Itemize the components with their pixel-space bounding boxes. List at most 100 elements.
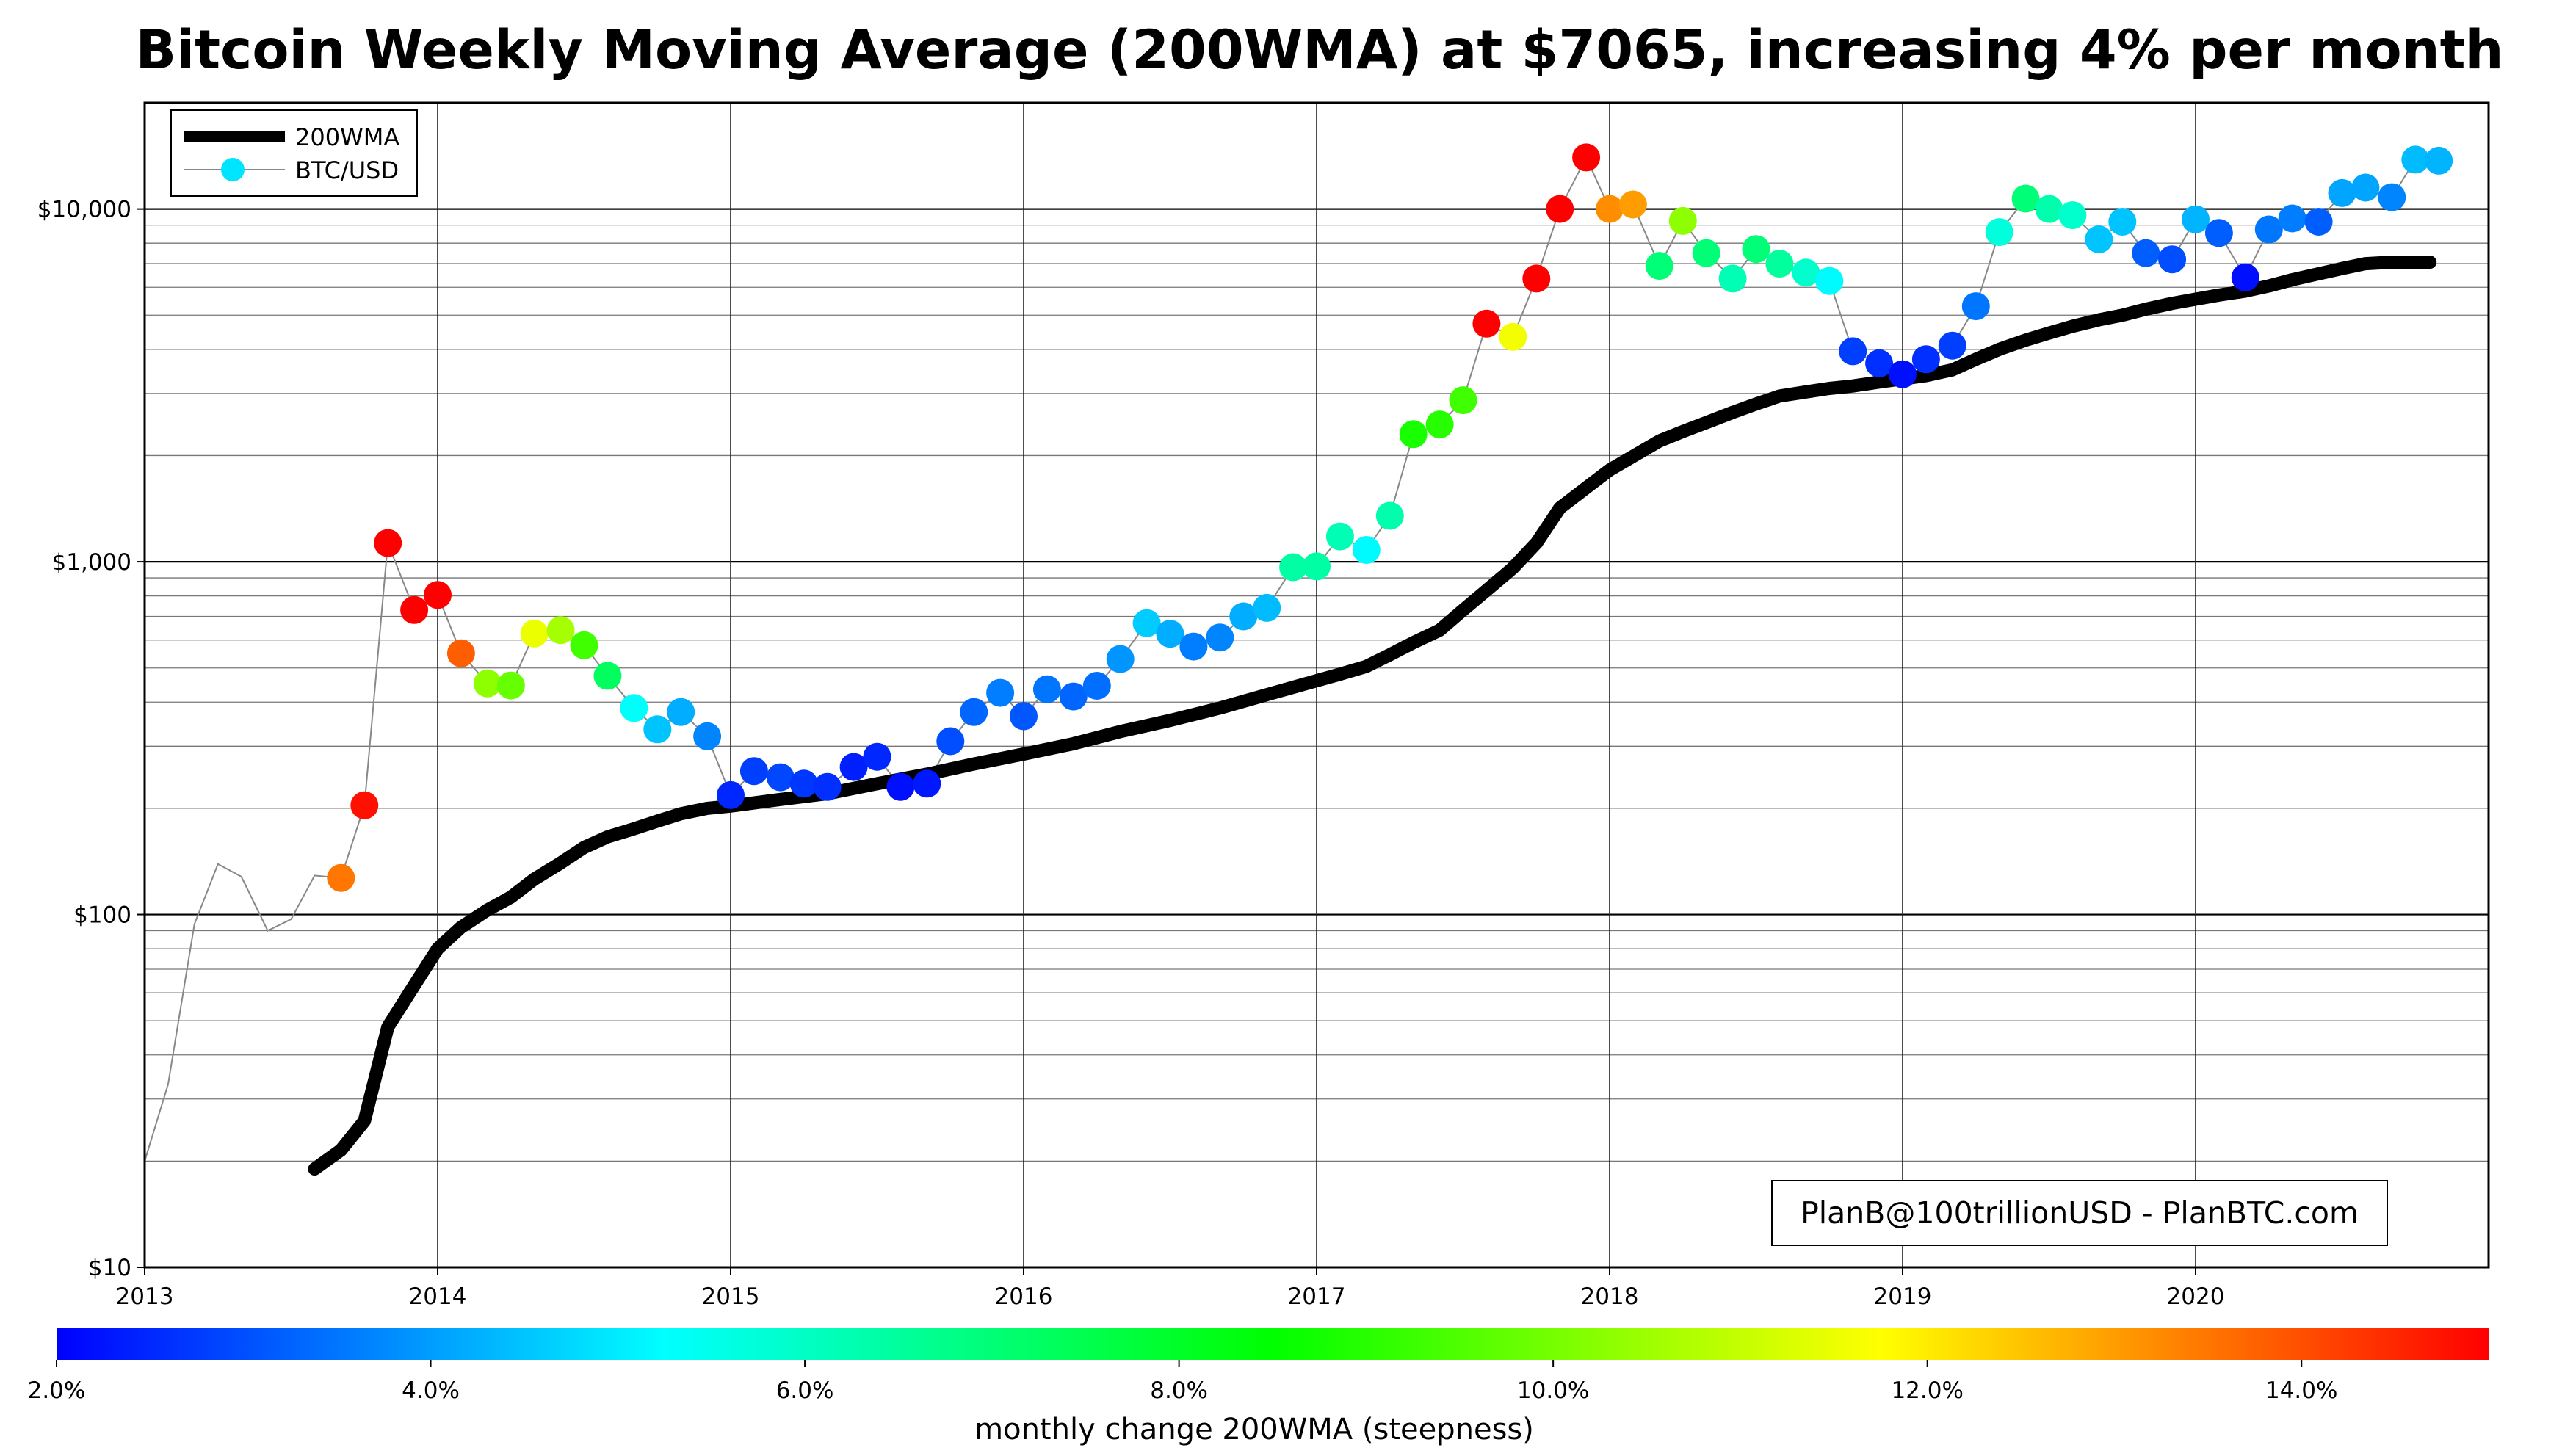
btc-price-point [1742, 235, 1770, 264]
btc-price-point [1522, 264, 1551, 293]
legend-wma-label: 200WMA [295, 123, 399, 151]
btc-price-point [2304, 208, 2333, 236]
grid [144, 102, 2489, 1269]
btc-price-point [1765, 250, 1794, 278]
btc-price-point [863, 742, 891, 771]
btc-price-point [1911, 345, 1940, 374]
x-tick-label: 2017 [1288, 1283, 1346, 1310]
x-tick-label: 2018 [1581, 1283, 1639, 1310]
btc-price-point [717, 780, 745, 809]
btc-price-point [620, 694, 648, 722]
btc-price-point [643, 715, 672, 744]
btc-price-point [1132, 609, 1161, 637]
btc-price-point [667, 698, 695, 726]
btc-price-point [1425, 410, 1454, 439]
btc-price-point [1032, 675, 1061, 703]
btc-price-point [766, 763, 795, 792]
btc-price-point [1961, 292, 1990, 321]
btc-price-point [936, 727, 965, 756]
btc-price-point [2231, 263, 2259, 291]
colorbar-tick-label: 8.0% [1150, 1377, 1208, 1404]
btc-price-point [2011, 184, 2040, 213]
colorbar-tick-label: 14.0% [2265, 1377, 2337, 1404]
btc-price-point [1815, 267, 1844, 295]
btc-price-point [1375, 501, 1404, 530]
btc-price-point [1229, 602, 1258, 631]
btc-price-point [1179, 632, 1208, 661]
btc-price-point [886, 772, 915, 801]
btc-price-point [1156, 620, 1184, 648]
legend-btc-dot [221, 158, 245, 181]
btc-price-point [520, 619, 549, 648]
btc-price-point [1618, 190, 1647, 219]
colorbar-label: monthly change 200WMA (steepness) [974, 1413, 1534, 1446]
x-tick-label: 2014 [409, 1283, 467, 1310]
btc-price-point [1938, 331, 1966, 360]
btc-price-point [327, 863, 355, 892]
btc-price-point [1059, 682, 1088, 711]
btc-price-point [2204, 219, 2233, 247]
btc-price-point [1596, 195, 1624, 223]
btc-price-point [913, 769, 941, 798]
btc-price-point [2351, 173, 2380, 202]
btc-price-point [350, 791, 379, 819]
x-tick-label: 2020 [2167, 1283, 2225, 1310]
btc-price-point [1792, 258, 1820, 287]
y-tick-label: $100 [73, 902, 131, 929]
btc-price-point [1865, 349, 1894, 377]
btc-price-point [2132, 239, 2160, 267]
colorbar [57, 1328, 2489, 1360]
btc-price-point [789, 769, 818, 798]
btc-price-point [839, 753, 868, 781]
y-tick-label: $10,000 [37, 197, 131, 223]
x-tick-label: 2019 [1874, 1283, 1932, 1310]
btc-price-point [424, 581, 452, 609]
plot-frame [143, 101, 2490, 1269]
watermark-text: PlanB@100trillionUSD - PlanBTC.com [1801, 1195, 2359, 1231]
y-tick-label: $10 [88, 1255, 131, 1281]
btc-price-point [1279, 553, 1308, 582]
btc-price-point [986, 678, 1015, 707]
btc-price-point [2085, 225, 2113, 253]
colorbar-tick-label: 12.0% [1891, 1377, 1963, 1404]
colorbar-tick-label: 2.0% [28, 1377, 86, 1404]
y-axis: $10 $100 $1,000 $10,000 [37, 197, 145, 1281]
btc-price-point [1645, 252, 1673, 280]
btc-price-point [1472, 309, 1501, 338]
btc-price-point [473, 669, 502, 698]
x-tick-label: 2016 [995, 1283, 1053, 1310]
wma-series-line [308, 256, 2437, 1176]
btc-price-point [1692, 239, 1720, 267]
x-axis: 2013 2014 2015 2016 2017 2018 2019 2020 [116, 1267, 2225, 1310]
y-tick-label: $1,000 [52, 549, 131, 576]
colorbar-axis: 2.0% 4.0% 6.0% 8.0% 10.0% 12.0% 14.0% [28, 1360, 2337, 1404]
btc-price-point [2378, 183, 2406, 211]
btc-price-point [1253, 593, 1281, 622]
btc-price-point [1206, 623, 1234, 652]
btc-price-point [546, 616, 575, 645]
btc-price-point [570, 631, 598, 659]
btc-price-point [2035, 195, 2063, 223]
btc-price-point [813, 772, 842, 801]
btc-price-point [593, 662, 622, 690]
btc-price-point [1839, 337, 1867, 366]
btc-price-point [1325, 522, 1354, 551]
btc-price-point [1352, 536, 1381, 564]
btc-price-point [1303, 552, 1331, 581]
btc-price-point [1668, 206, 1697, 235]
btc-price-point [739, 757, 768, 786]
x-tick-label: 2013 [116, 1283, 174, 1310]
colorbar-tick-label: 6.0% [776, 1377, 834, 1404]
colorbar-tick-label: 4.0% [402, 1377, 460, 1404]
btc-price-point [1449, 386, 1477, 415]
btc-price-point [2328, 178, 2356, 207]
btc-price-point [1889, 360, 1917, 388]
wma-line [308, 256, 2437, 1176]
btc-price-point [496, 671, 525, 700]
btc-price-point [693, 722, 722, 750]
btc-price-point [446, 639, 475, 667]
btc-price-point [1499, 322, 1527, 351]
btc-price-point [1985, 218, 2013, 247]
